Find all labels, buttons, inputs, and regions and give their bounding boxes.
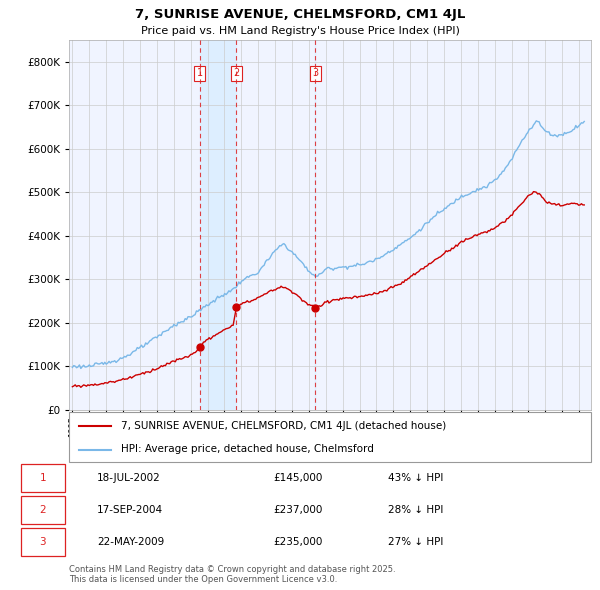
Text: HPI: Average price, detached house, Chelmsford: HPI: Average price, detached house, Chel… <box>121 444 374 454</box>
FancyBboxPatch shape <box>69 412 591 462</box>
Text: 1: 1 <box>197 68 203 78</box>
Text: 43% ↓ HPI: 43% ↓ HPI <box>388 473 443 483</box>
Text: £145,000: £145,000 <box>274 473 323 483</box>
Text: Price paid vs. HM Land Registry's House Price Index (HPI): Price paid vs. HM Land Registry's House … <box>140 26 460 36</box>
Text: 3: 3 <box>312 68 319 78</box>
FancyBboxPatch shape <box>20 464 65 492</box>
Text: 22-MAY-2009: 22-MAY-2009 <box>97 537 164 547</box>
FancyBboxPatch shape <box>20 496 65 524</box>
Text: 2: 2 <box>40 505 46 515</box>
Text: £235,000: £235,000 <box>274 537 323 547</box>
Text: £237,000: £237,000 <box>274 505 323 515</box>
Text: 27% ↓ HPI: 27% ↓ HPI <box>388 537 443 547</box>
Bar <box>200 40 236 410</box>
Text: 18-JUL-2002: 18-JUL-2002 <box>97 473 161 483</box>
Text: 7, SUNRISE AVENUE, CHELMSFORD, CM1 4JL (detached house): 7, SUNRISE AVENUE, CHELMSFORD, CM1 4JL (… <box>121 421 446 431</box>
Text: 2: 2 <box>233 68 239 78</box>
Text: 1: 1 <box>40 473 46 483</box>
FancyBboxPatch shape <box>20 528 65 556</box>
Text: 7, SUNRISE AVENUE, CHELMSFORD, CM1 4JL: 7, SUNRISE AVENUE, CHELMSFORD, CM1 4JL <box>135 8 465 21</box>
Text: 3: 3 <box>40 537 46 547</box>
Text: 17-SEP-2004: 17-SEP-2004 <box>97 505 163 515</box>
Text: Contains HM Land Registry data © Crown copyright and database right 2025.
This d: Contains HM Land Registry data © Crown c… <box>69 565 395 585</box>
Text: 28% ↓ HPI: 28% ↓ HPI <box>388 505 443 515</box>
